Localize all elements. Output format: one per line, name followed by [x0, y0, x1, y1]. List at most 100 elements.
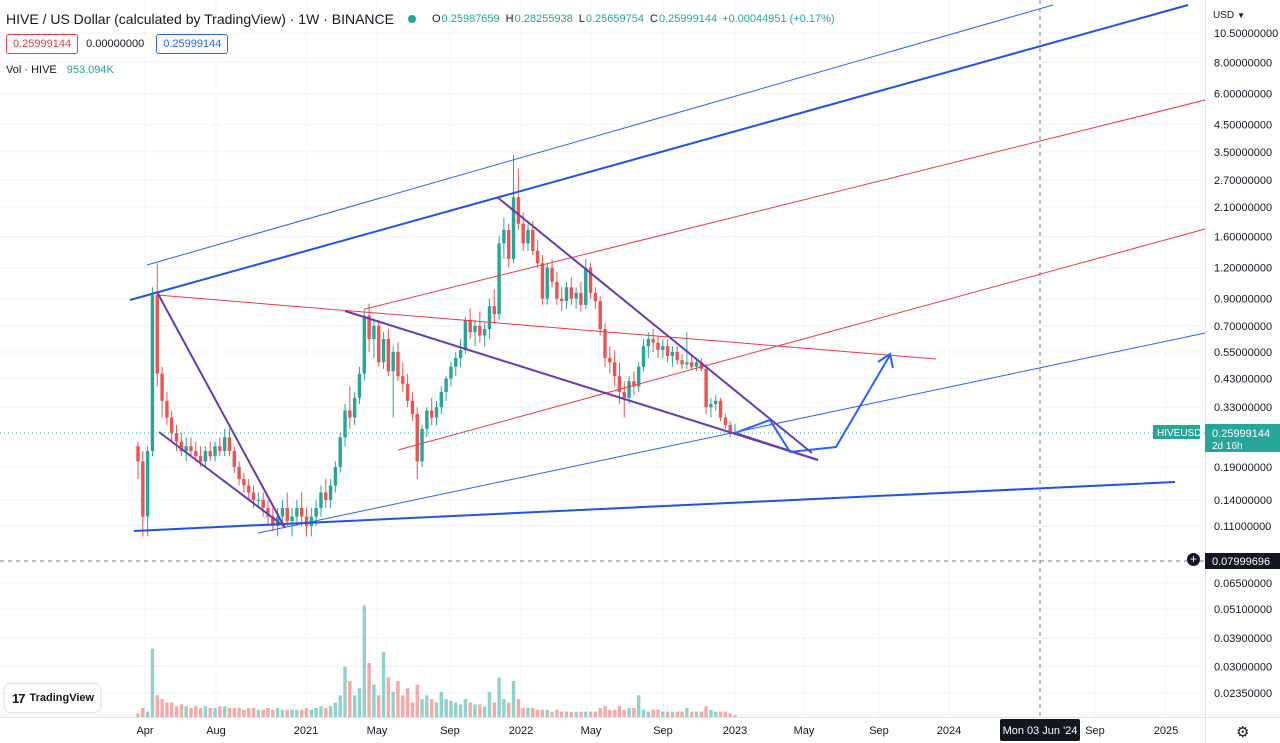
candle-body — [261, 499, 265, 508]
candle — [588, 263, 593, 299]
candle — [247, 478, 251, 500]
candle-body — [280, 507, 285, 517]
candle-body — [661, 346, 665, 351]
candle — [415, 407, 419, 479]
volume-bar — [651, 709, 655, 717]
candle — [170, 410, 174, 442]
volume-bar — [627, 708, 631, 717]
candle-body — [718, 400, 723, 418]
volume-bar — [550, 711, 554, 717]
candle — [574, 287, 578, 309]
volume-bar — [386, 677, 391, 717]
price-tick-label: 2.10000000 — [1214, 202, 1272, 214]
wedge-1-upper — [156, 291, 286, 529]
candle — [468, 308, 472, 340]
candle-body — [328, 485, 333, 500]
candle — [299, 492, 304, 527]
volume-bar — [593, 711, 598, 717]
candle — [704, 364, 708, 414]
volume-bar — [328, 706, 333, 717]
price-axis-labels: 10.50000000 8.00000000 6.00000000 4.5000000… — [1214, 28, 1278, 700]
candle — [165, 391, 169, 425]
volume-bar — [699, 711, 703, 717]
volume-bar — [569, 711, 574, 717]
support-thick — [133, 481, 1176, 532]
crosshair-time-tag: Mon 03 Jun '24 — [1000, 719, 1080, 741]
candle-body — [429, 410, 434, 418]
candle — [598, 296, 602, 336]
volume-bar — [410, 702, 415, 717]
symbol-title[interactable]: HIVE / US Dollar (calculated by TradingV… — [6, 11, 394, 27]
volume-bar — [304, 708, 309, 717]
price-tick-label: 2.70000000 — [1214, 175, 1272, 187]
low-value: 0.25659754 — [585, 13, 644, 25]
candle — [232, 446, 236, 473]
channel-upper-thick — [129, 4, 1189, 301]
tradingview-logo[interactable]: 17 TradingView — [5, 684, 100, 712]
candle — [699, 358, 703, 372]
volume-bar — [203, 706, 208, 717]
volume-bar — [319, 706, 323, 717]
candle-body — [680, 360, 684, 365]
candle — [367, 303, 371, 352]
volume-bar — [641, 709, 646, 717]
volume-bar — [314, 708, 318, 717]
candle-body — [290, 516, 294, 522]
candle-body — [179, 441, 184, 452]
price-tick-label: 1.60000000 — [1214, 231, 1272, 243]
candle — [348, 386, 352, 429]
volume-bar — [526, 708, 530, 717]
candle — [218, 437, 222, 457]
candle — [473, 319, 477, 347]
gear-icon[interactable]: ⚙ — [1236, 724, 1250, 741]
candle-body — [415, 413, 419, 462]
wedge-2-lower — [285, 311, 348, 527]
candle-body — [401, 376, 405, 384]
volume-bar — [232, 708, 236, 717]
buy-button[interactable]: 0.25999144 — [156, 34, 229, 54]
candle — [184, 437, 188, 462]
candle — [661, 339, 665, 359]
candle-body — [145, 451, 150, 517]
volume-bar — [357, 688, 362, 717]
high-value: 0.28255938 — [514, 13, 573, 25]
volume-bar — [141, 708, 145, 717]
volume-bar — [661, 711, 665, 717]
candle — [150, 287, 155, 457]
volume-bar — [521, 708, 525, 717]
high-key: H — [505, 13, 514, 25]
candle — [420, 424, 424, 467]
candle-body — [266, 507, 270, 517]
candle — [208, 441, 212, 462]
candle-body — [651, 339, 655, 343]
volume-bar — [271, 709, 275, 717]
candle-body — [507, 229, 511, 259]
candle-body — [170, 417, 174, 433]
candle-body — [150, 295, 155, 452]
time-tick-label: Sep — [653, 725, 673, 737]
volume-legend[interactable]: Vol · HIVE 953.094K — [6, 64, 114, 76]
candle — [478, 311, 482, 343]
time-tick-label: Aug — [206, 725, 226, 737]
volume-value: 953.094K — [66, 64, 114, 76]
candle-body — [511, 197, 516, 259]
candle — [319, 485, 323, 517]
candle-body — [685, 362, 689, 365]
currency-selector[interactable]: USD ▼ — [1213, 10, 1245, 21]
candle-body — [502, 229, 506, 244]
candle-body — [559, 298, 564, 302]
volume-bar — [482, 706, 487, 717]
sell-button[interactable]: 0.25999144 — [6, 34, 79, 54]
candle-body — [381, 339, 386, 363]
candle-body — [569, 287, 574, 299]
candle-body — [617, 376, 622, 392]
candle — [174, 424, 179, 452]
candle-body — [314, 507, 318, 517]
spread-value: 0.00000000 — [86, 38, 145, 50]
candle-body — [593, 292, 598, 302]
candle-body — [728, 424, 732, 433]
volume-bar — [584, 711, 588, 717]
add-alert-plus-icon[interactable]: + — [1187, 553, 1200, 566]
candle-body — [319, 492, 323, 508]
